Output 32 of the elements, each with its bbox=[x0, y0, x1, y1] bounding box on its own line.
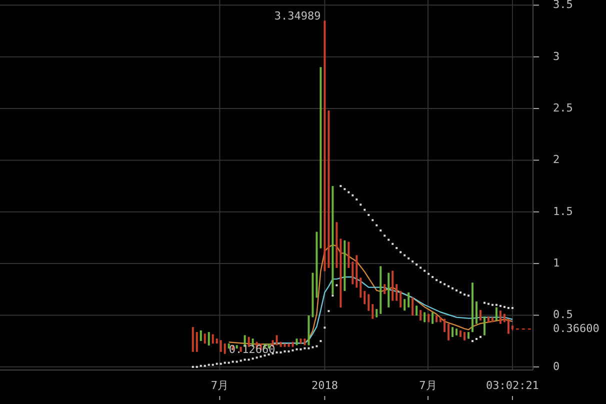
candlestick bbox=[420, 310, 422, 321]
annotation: 3.34989 bbox=[274, 10, 321, 23]
x-tick-label: 03:02:21 bbox=[486, 379, 539, 392]
candlestick bbox=[196, 332, 198, 352]
y-tick-label: 0.5 bbox=[553, 308, 573, 322]
candlestick bbox=[495, 306, 498, 321]
x-tick-label: 7月 bbox=[210, 379, 229, 392]
y-tick-label: 3.5 bbox=[553, 0, 573, 12]
y-tick-label: 3 bbox=[553, 50, 560, 63]
x-tick-label: 2018 bbox=[311, 379, 338, 392]
candlestick bbox=[220, 340, 222, 352]
candlestick bbox=[448, 323, 450, 341]
y-tick-label: 1.5 bbox=[553, 204, 573, 218]
x-tick-label: 7月 bbox=[419, 379, 437, 392]
y-tick-label: 0 bbox=[553, 360, 560, 373]
line-series bbox=[272, 276, 514, 344]
candlestick bbox=[499, 310, 502, 324]
candlestick bbox=[400, 290, 402, 308]
line-series bbox=[228, 244, 514, 345]
candlestick bbox=[372, 304, 374, 320]
candlestick bbox=[352, 261, 354, 285]
y-tick-label: 2.5 bbox=[553, 102, 573, 115]
candlestick bbox=[452, 326, 454, 338]
candlestick bbox=[208, 332, 210, 346]
y-tick-label: 1 bbox=[553, 256, 560, 270]
candlestick bbox=[224, 343, 226, 354]
candlestick bbox=[396, 284, 398, 302]
y-tick-label: 2 bbox=[553, 153, 560, 166]
annotation: 0.36600 bbox=[553, 322, 600, 336]
candlestick bbox=[360, 277, 362, 298]
candlestick bbox=[368, 294, 370, 312]
candlestick bbox=[408, 292, 410, 308]
